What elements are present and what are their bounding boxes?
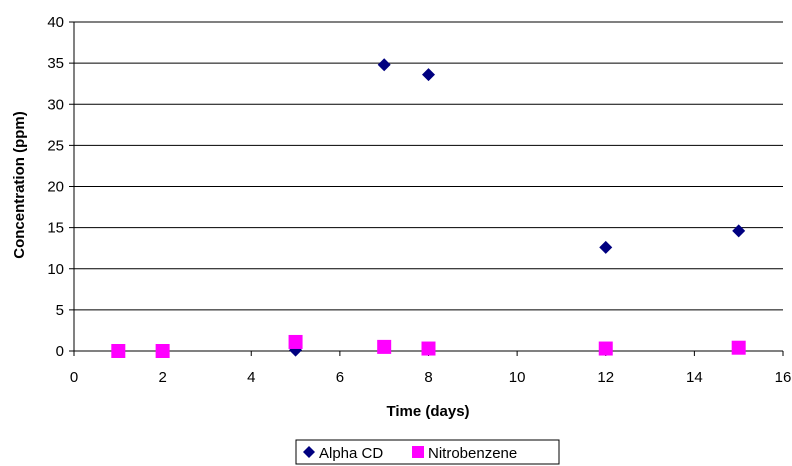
x-tick-label: 6 — [336, 369, 344, 386]
tick-labels: 0 5 10 15 20 25 30 35 40 0 2 4 6 8 10 12 14 16 — [47, 14, 791, 386]
gridlines — [74, 21, 783, 311]
point-nitrobenzene — [421, 341, 436, 356]
x-tick-label: 2 — [158, 369, 166, 386]
legend: Alpha CD Nitrobenzene — [295, 439, 560, 465]
y-tick-label: 25 — [47, 137, 64, 154]
point-alpha-cd — [732, 224, 746, 238]
point-nitrobenzene — [377, 339, 392, 354]
point-nitrobenzene — [598, 341, 613, 356]
y-tick-label: 15 — [47, 220, 64, 237]
x-tick-label: 16 — [775, 369, 792, 386]
point-nitrobenzene — [155, 344, 170, 358]
point-alpha-cd — [599, 240, 613, 254]
y-tick-label: 40 — [47, 14, 64, 31]
point-alpha-cd — [377, 58, 391, 72]
y-tick-label: 20 — [47, 179, 64, 196]
legend-box — [295, 439, 560, 465]
y-tick-label: 0 — [56, 343, 64, 360]
y-tick-label: 5 — [56, 302, 64, 319]
x-tick-label: 8 — [424, 369, 432, 386]
data-points — [111, 58, 746, 358]
x-tick-label: 0 — [70, 369, 78, 386]
legend-label-nitrobenzene: Nitrobenzene — [428, 445, 517, 462]
y-tick-label: 35 — [47, 55, 64, 72]
legend-diamond-marker — [303, 446, 315, 458]
y-axis-title: Concentration (ppm) — [11, 111, 28, 259]
legend-square-marker — [412, 446, 424, 458]
x-tick-label: 4 — [247, 369, 255, 386]
point-nitrobenzene — [288, 334, 303, 349]
x-tick-label: 10 — [509, 369, 526, 386]
y-tick-label: 30 — [47, 96, 64, 113]
x-tick-label: 14 — [686, 369, 703, 386]
point-alpha-cd — [422, 68, 435, 82]
y-tick-label: 10 — [47, 261, 64, 278]
legend-label-alpha-cd: Alpha CD — [319, 445, 383, 462]
x-axis-title: Time (days) — [386, 403, 469, 420]
point-nitrobenzene — [111, 344, 126, 358]
point-nitrobenzene — [731, 340, 746, 355]
x-tick-label: 12 — [597, 369, 614, 386]
